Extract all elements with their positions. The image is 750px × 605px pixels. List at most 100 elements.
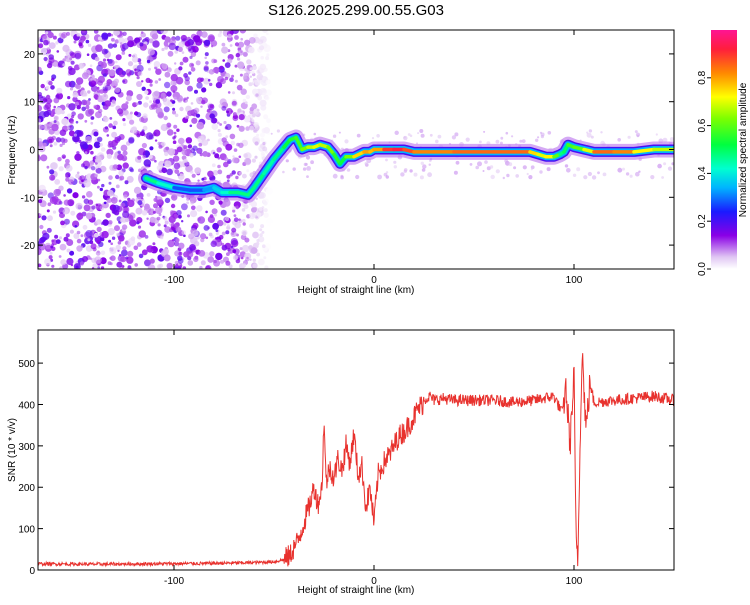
spectrogram-noise-cell (671, 162, 674, 166)
spectrogram-noise-cell (203, 66, 209, 72)
spectrogram-noise-cell (155, 99, 161, 104)
spectrogram-noise-cell (150, 102, 158, 110)
spectrogram-noise-cell (73, 233, 80, 239)
spectrogram-noise-cell (650, 175, 655, 180)
spectrogram-noise-cell (265, 89, 272, 96)
spectrogram-noise-cell (224, 216, 230, 222)
spectrogram-noise-cell (185, 99, 188, 103)
spectrogram-noise-cell (82, 224, 88, 230)
spectrogram-noise-cell (87, 238, 91, 242)
spectrogram-noise-cell (217, 129, 221, 133)
spectrogram-noise-cell (201, 177, 205, 181)
spectrogram-noise-cell (187, 144, 193, 149)
spectrogram-noise-cell (55, 189, 61, 195)
spectrogram-noise-cell (505, 131, 509, 135)
spectrogram-noise-cell (385, 158, 388, 162)
spectrogram-noise-cell (230, 238, 238, 246)
spectrogram-noise-cell (537, 136, 540, 139)
spectrogram-noise-cell (85, 39, 90, 44)
spectrogram-noise-cell (62, 58, 66, 62)
spectrogram-noise-cell (243, 204, 249, 210)
spectrogram-noise-cell (53, 105, 56, 109)
spectrogram-noise-cell (244, 39, 251, 46)
spectrogram-noise-cell (155, 68, 162, 75)
spectrogram-noise-cell (220, 259, 224, 264)
spectrogram-noise-cell (258, 258, 265, 266)
spectrogram-noise-cell (254, 141, 259, 146)
spectrogram-noise-cell (51, 264, 55, 268)
spectrogram-noise-cell (669, 137, 674, 142)
spectrogram-noise-cell (625, 172, 630, 176)
spectrogram-noise-cell (265, 150, 268, 154)
spectrogram-noise-cell (102, 73, 107, 78)
spectrogram-noise-cell (114, 39, 119, 44)
spectrogram-noise-cell (81, 195, 86, 199)
spectrogram-noise-cell (115, 244, 121, 251)
spectrogram-noise-cell (116, 232, 120, 237)
spectrogram-noise-cell (179, 61, 184, 66)
spectrogram-noise-cell (182, 56, 189, 63)
spectrogram-noise-cell (107, 261, 112, 265)
spectrogram-noise-cell (188, 71, 192, 75)
spectrogram-noise-cell (181, 51, 185, 54)
spectrogram-noise-cell (143, 159, 152, 167)
spectrogram-noise-cell (248, 37, 256, 44)
spectrogram-noise-cell (38, 66, 42, 72)
spectrogram-noise-cell (170, 203, 176, 209)
spectrogram-noise-cell (78, 62, 85, 69)
spectrogram-noise-cell (87, 43, 92, 47)
spectrogram-noise-cell (267, 203, 273, 208)
spectrogram-noise-cell (112, 43, 118, 48)
spectrogram-noise-cell (256, 73, 264, 81)
spectrogram-noise-cell (79, 261, 85, 266)
spectrogram-noise-cell (130, 126, 138, 134)
spectrogram-noise-cell (65, 158, 70, 164)
spectrogram-noise-cell (427, 172, 432, 178)
spectrogram-noise-cell (122, 162, 129, 169)
spectrogram-noise-cell (46, 209, 50, 213)
spectrogram-noise-cell (242, 173, 247, 179)
spectrogram-noise-cell (181, 203, 188, 211)
spectrogram-noise-cell (120, 202, 126, 208)
spectrogram-noise-cell (252, 88, 259, 96)
spectrogram-noise-cell (235, 205, 239, 208)
spectrogram-noise-cell (93, 232, 99, 238)
spectrogram-noise-cell (47, 136, 54, 144)
spectrogram-noise-cell (200, 105, 203, 108)
spectrogram-noise-cell (172, 140, 177, 144)
spectrogram-noise-cell (219, 30, 223, 34)
spectrogram-noise-cell (50, 112, 54, 115)
spectrogram-noise-cell (45, 85, 50, 90)
spectrogram-noise-cell (59, 129, 67, 136)
spectrogram-noise-cell (76, 151, 80, 155)
spectrogram-noise-cell (125, 95, 132, 102)
spectrogram-noise-cell (371, 137, 375, 140)
spectrogram-noise-cell (69, 250, 75, 256)
spectrogram-noise-cell (244, 68, 248, 72)
spectrogram-noise-cell (66, 31, 70, 36)
spectrogram-noise-cell (224, 76, 229, 81)
spectrogram-noise-cell (189, 153, 194, 158)
spectrogram-noise-cell (163, 254, 171, 262)
spectrogram-noise-cell (161, 63, 168, 70)
spectrogram-noise-cell (166, 168, 173, 175)
spectrogram-noise-cell (122, 246, 127, 251)
spectrogram-noise-cell (80, 39, 84, 43)
spectrogram-noise-cell (419, 129, 424, 133)
spectrogram-noise-cell (629, 174, 633, 178)
spectrogram-noise-cell (249, 258, 252, 261)
spectrogram-noise-cell (44, 102, 52, 109)
spectrogram-noise-cell (94, 173, 98, 178)
spectrogram-noise-cell (313, 132, 317, 136)
spectrogram-noise-cell (60, 220, 65, 226)
spectrogram-noise-cell (67, 96, 71, 100)
spectrogram-noise-cell (227, 58, 233, 64)
spectrogram-noise-cell (266, 118, 271, 124)
spectrogram-noise-cell (157, 210, 160, 213)
spectrogram-noise-cell (70, 60, 75, 65)
spectrogram-noise-cell (229, 77, 234, 82)
spectrogram-noise-cell (232, 209, 236, 213)
spectrogram-noise-cell (131, 198, 135, 202)
spectrogram-noise-cell (108, 220, 113, 225)
spectrogram-noise-cell (138, 230, 146, 238)
